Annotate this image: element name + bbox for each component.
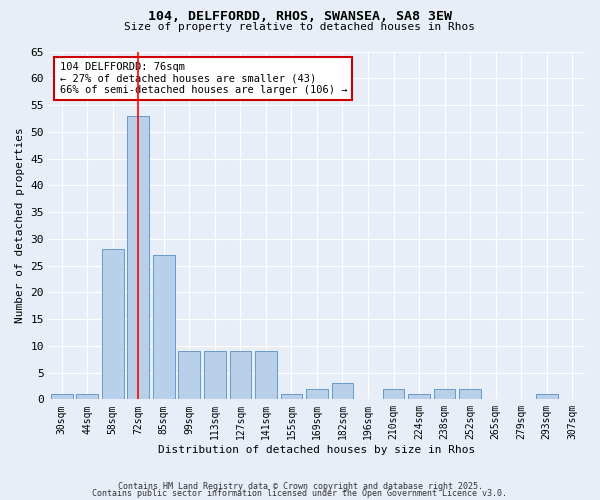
Bar — [102, 250, 124, 400]
Bar — [536, 394, 557, 400]
Bar — [76, 394, 98, 400]
Bar — [204, 351, 226, 400]
Bar — [153, 255, 175, 400]
Bar — [281, 394, 302, 400]
Bar — [255, 351, 277, 400]
Bar — [306, 388, 328, 400]
Text: Size of property relative to detached houses in Rhos: Size of property relative to detached ho… — [125, 22, 476, 32]
Bar — [127, 116, 149, 400]
Text: Contains HM Land Registry data © Crown copyright and database right 2025.: Contains HM Land Registry data © Crown c… — [118, 482, 482, 491]
Bar — [178, 351, 200, 400]
Text: Contains public sector information licensed under the Open Government Licence v3: Contains public sector information licen… — [92, 489, 508, 498]
Y-axis label: Number of detached properties: Number of detached properties — [15, 128, 25, 324]
Bar — [459, 388, 481, 400]
Text: 104 DELFFORDD: 76sqm
← 27% of detached houses are smaller (43)
66% of semi-detac: 104 DELFFORDD: 76sqm ← 27% of detached h… — [59, 62, 347, 95]
Bar — [408, 394, 430, 400]
Bar — [434, 388, 455, 400]
X-axis label: Distribution of detached houses by size in Rhos: Distribution of detached houses by size … — [158, 445, 476, 455]
Bar — [230, 351, 251, 400]
Bar — [383, 388, 404, 400]
Bar — [51, 394, 73, 400]
Bar — [332, 384, 353, 400]
Text: 104, DELFFORDD, RHOS, SWANSEA, SA8 3EW: 104, DELFFORDD, RHOS, SWANSEA, SA8 3EW — [148, 10, 452, 23]
